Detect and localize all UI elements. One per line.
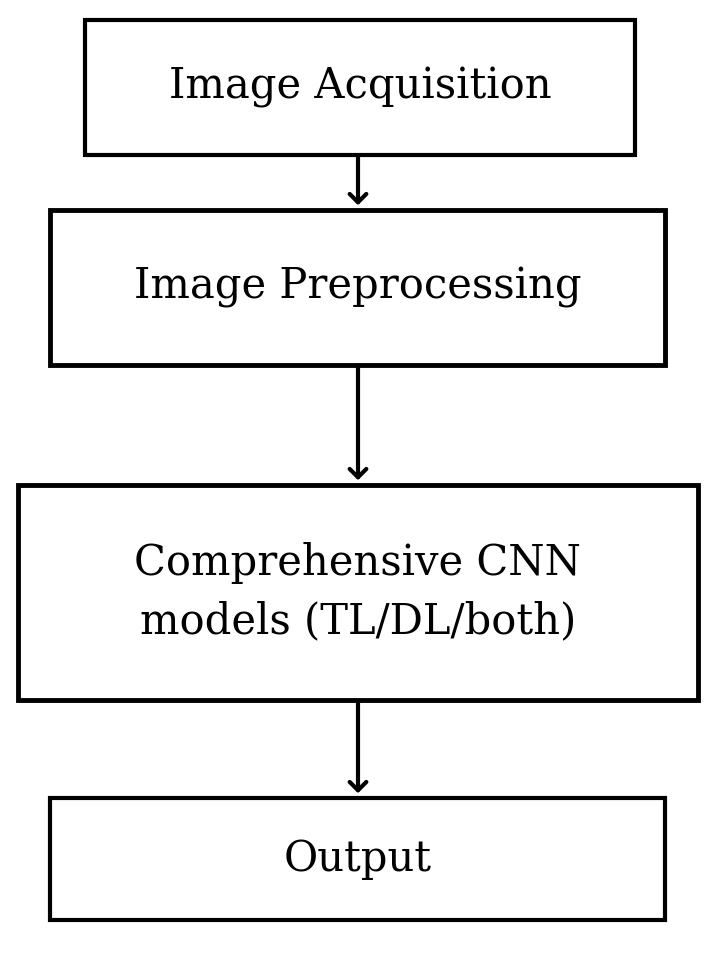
- Bar: [85, 20, 635, 155]
- Bar: [50, 210, 665, 365]
- Bar: [50, 798, 665, 920]
- Text: Image Preprocessing: Image Preprocessing: [134, 267, 581, 308]
- Text: Image Acquisition: Image Acquisition: [169, 66, 551, 108]
- Bar: [18, 485, 698, 700]
- Text: Output: Output: [284, 838, 432, 880]
- Text: Comprehensive CNN
models (TL/DL/both): Comprehensive CNN models (TL/DL/both): [135, 542, 581, 643]
